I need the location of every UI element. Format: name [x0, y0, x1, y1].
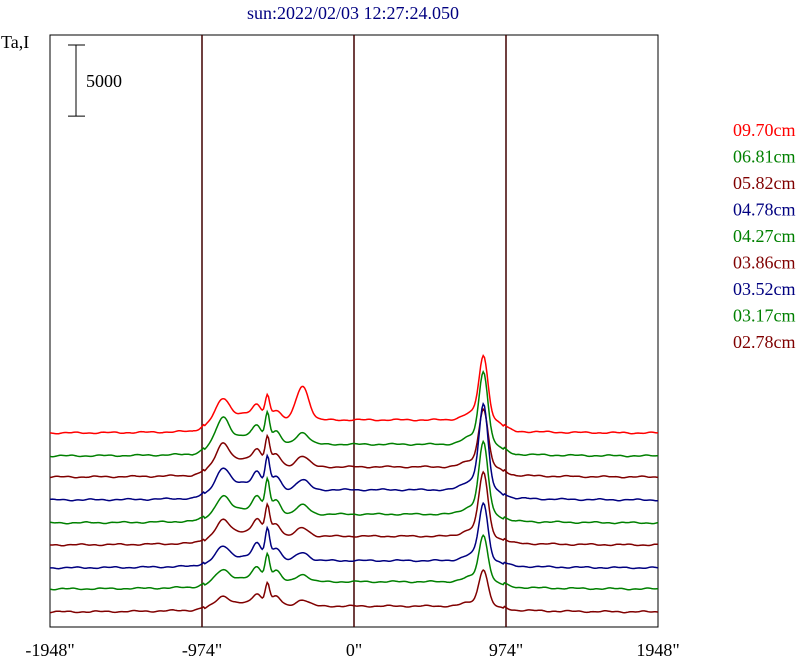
x-tick-label-0: -1948": [25, 640, 74, 660]
scale-bar-label: 5000: [86, 71, 122, 91]
legend-entry-03.52cm: 03.52cm: [733, 279, 796, 299]
legend-entry-05.82cm: 05.82cm: [733, 173, 796, 193]
x-tick-label-4: 1948": [636, 640, 679, 660]
x-tick-labels: -1948" -974" 0" 974" 1948": [25, 640, 679, 660]
chart-title: sun:2022/02/03 12:27:24.050: [247, 3, 459, 23]
legend-entry-06.81cm: 06.81cm: [733, 147, 796, 167]
series-line-03.52cm: [50, 501, 659, 570]
legend-entry-04.27cm: 04.27cm: [733, 226, 796, 246]
series-line-04.27cm: [49, 439, 659, 525]
legend: 09.70cm 06.81cm 05.82cm 04.78cm 04.27cm 03.86…: [733, 120, 796, 352]
y-axis-label: Ta,I: [1, 32, 29, 52]
x-tick-label-1: -974": [182, 640, 222, 660]
legend-entry-03.86cm: 03.86cm: [733, 253, 796, 273]
legend-entry-04.78cm: 04.78cm: [733, 200, 796, 220]
legend-entry-09.70cm: 09.70cm: [733, 120, 796, 140]
legend-entry-02.78cm: 02.78cm: [733, 332, 796, 352]
x-tick-label-3: 974": [489, 640, 523, 660]
series-layer: [49, 354, 659, 614]
series-line-04.78cm: [49, 402, 659, 502]
vertical-reference-lines: [201, 35, 507, 627]
legend-entry-03.17cm: 03.17cm: [733, 306, 796, 326]
series-line-02.78cm: [49, 568, 659, 614]
series-line-06.81cm: [49, 370, 659, 458]
series-line-03.17cm: [49, 534, 659, 591]
series-line-03.86cm: [50, 470, 659, 547]
scale-bar: 5000: [68, 44, 122, 117]
x-tick-label-2: 0": [346, 640, 362, 660]
series-line-05.82cm: [49, 407, 659, 479]
series-line-09.70cm: [50, 354, 658, 435]
